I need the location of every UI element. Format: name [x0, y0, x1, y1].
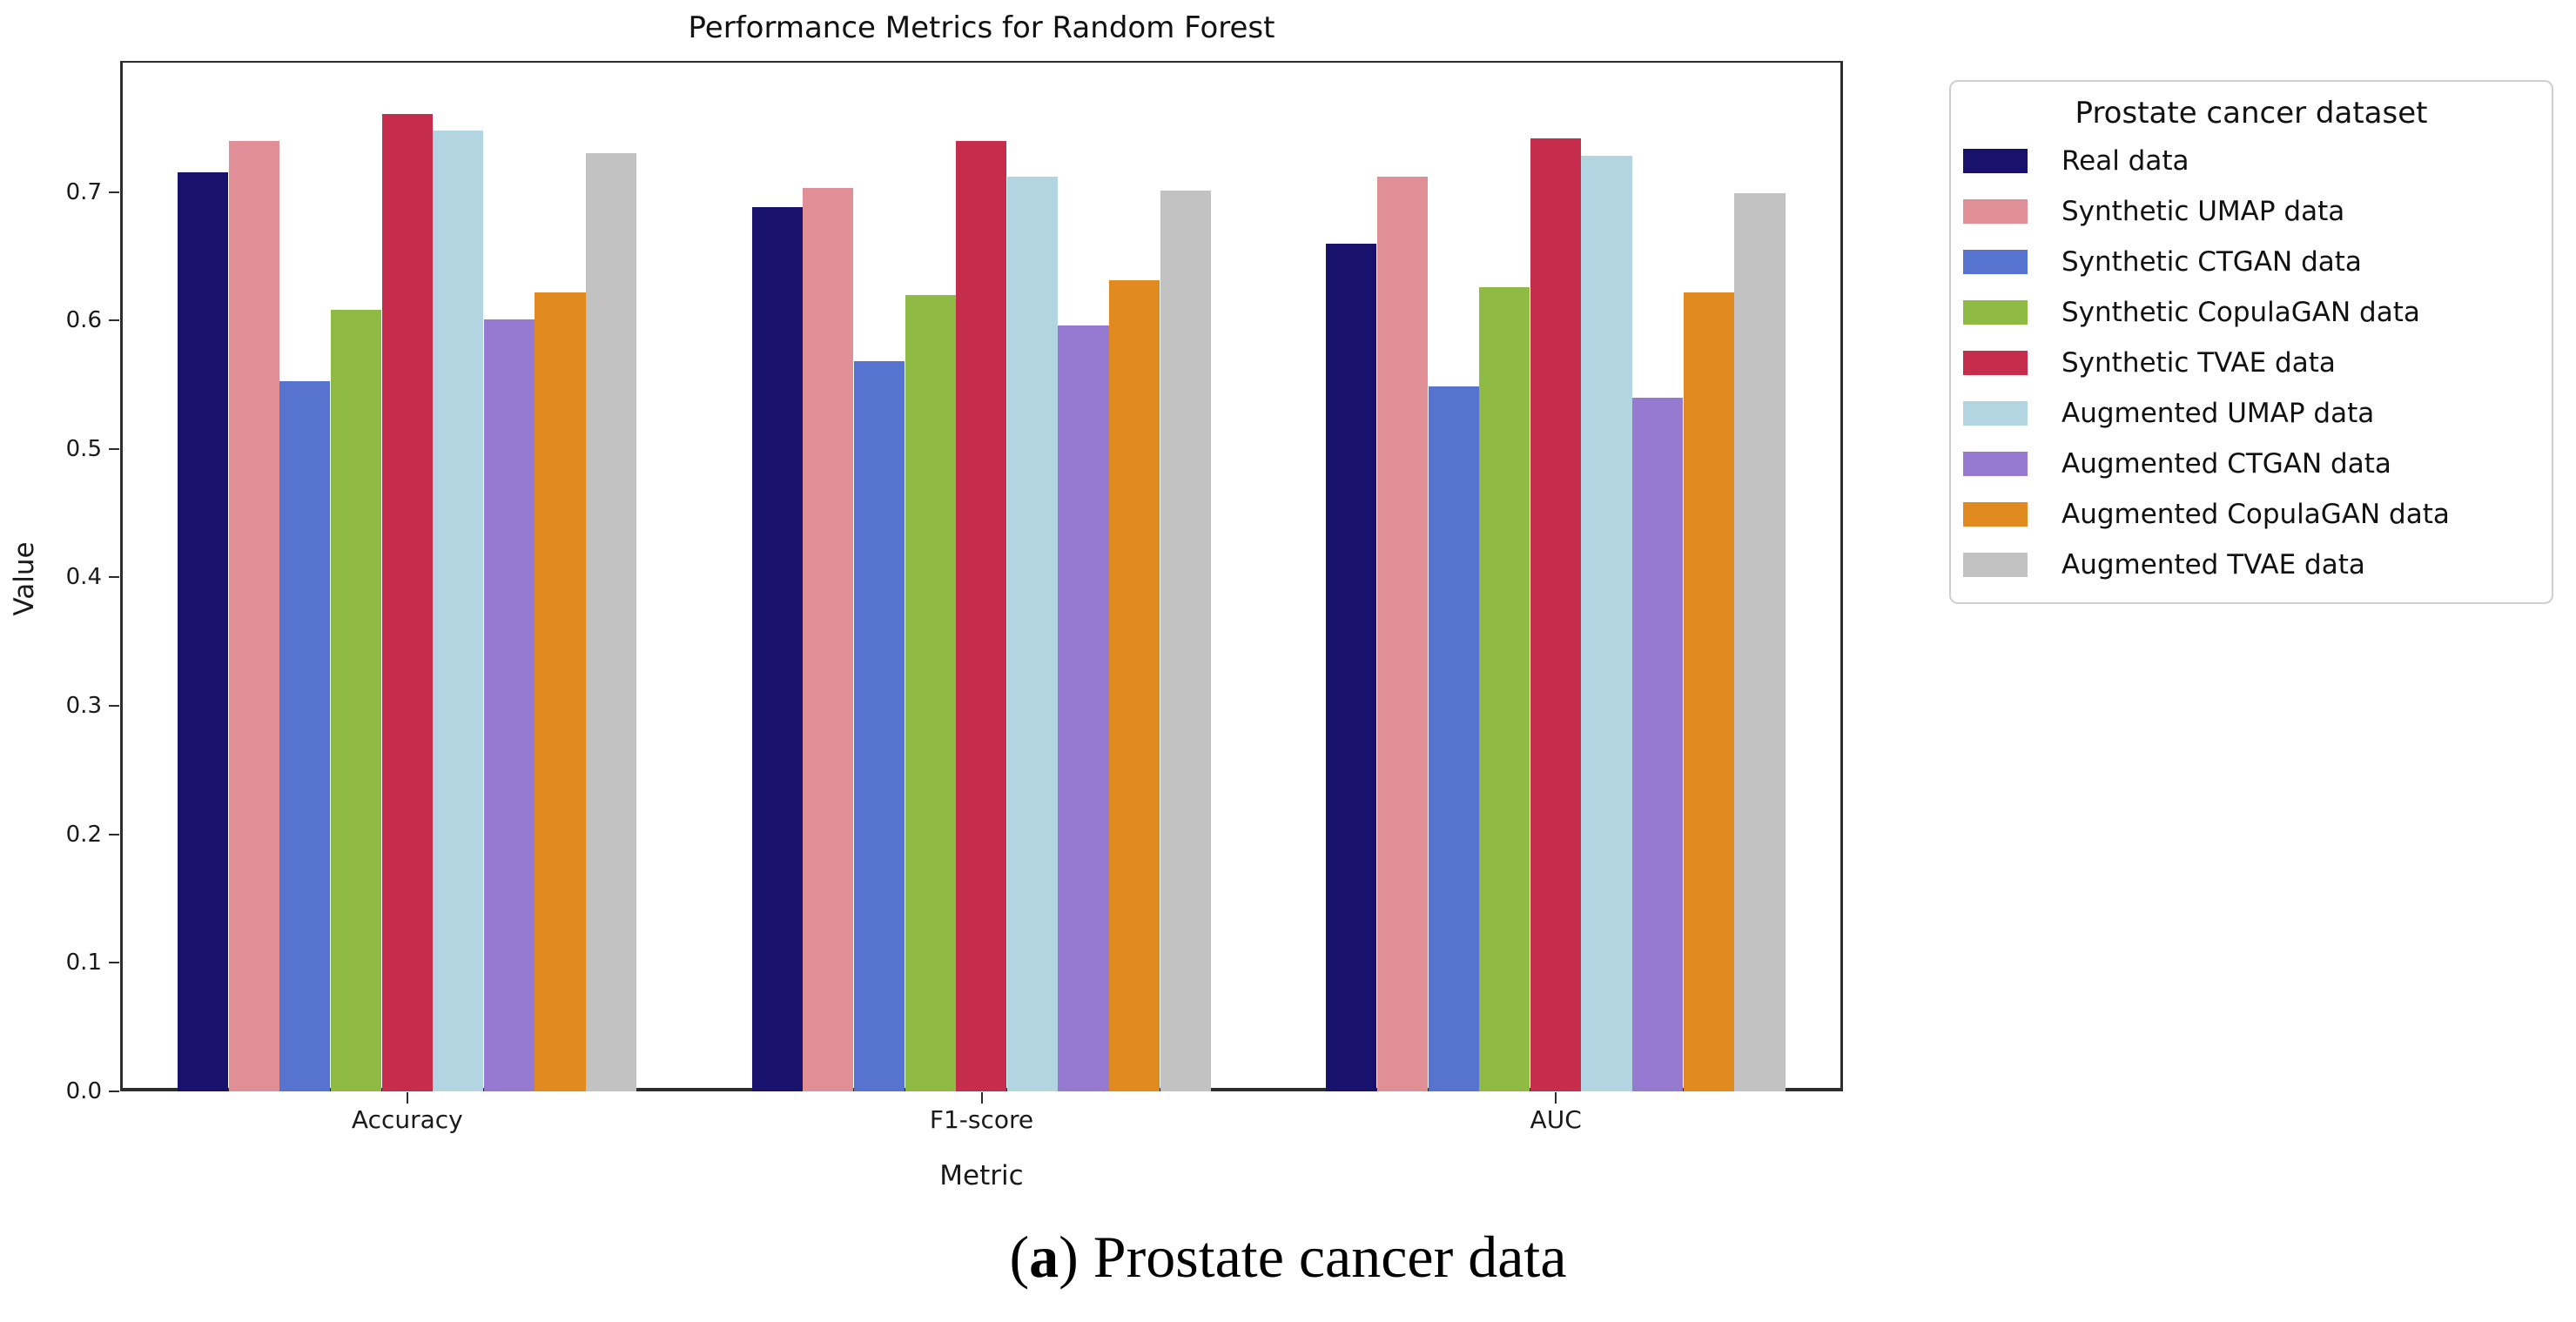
y-tick — [109, 447, 119, 450]
bar-augmented-ctgan-data-accuracy — [483, 319, 535, 1091]
bar-augmented-umap-data-f1-score — [1006, 176, 1058, 1091]
legend-item-synthetic-tvae-data: Synthetic TVAE data — [1951, 338, 2552, 388]
bar-augmented-tvae-data-accuracy — [586, 153, 637, 1091]
caption-marker: a — [1029, 1224, 1059, 1290]
bar-augmented-umap-data-auc — [1581, 156, 1632, 1091]
bar-augmented-ctgan-data-auc — [1632, 397, 1684, 1091]
legend-swatch — [1963, 452, 2028, 476]
legend-swatch — [1963, 553, 2028, 577]
bar-synthetic-umap-data-auc — [1376, 176, 1429, 1091]
bar-real-data-f1-score — [751, 207, 803, 1091]
legend-label: Synthetic CopulaGAN data — [2061, 297, 2420, 328]
bar-augmented-ctgan-data-f1-score — [1058, 325, 1109, 1091]
legend-label: Synthetic TVAE data — [2061, 347, 2336, 379]
y-tick-label: 0.2 — [65, 821, 102, 848]
legend-label: Synthetic UMAP data — [2061, 196, 2345, 227]
bar-augmented-copulagan-data-accuracy — [535, 292, 586, 1091]
legend-items: Real data Synthetic UMAP data Synthetic CT… — [1951, 136, 2552, 590]
legend-label: Augmented TVAE data — [2061, 549, 2365, 580]
x-tick-label: F1-score — [929, 1105, 1034, 1134]
caption-open-paren: ( — [1009, 1224, 1030, 1290]
legend-item-synthetic-ctgan-data: Synthetic CTGAN data — [1951, 237, 2552, 287]
legend-swatch — [1963, 351, 2028, 375]
legend-swatch — [1963, 149, 2028, 173]
bar-synthetic-tvae-data-auc — [1530, 138, 1581, 1091]
figure-caption: (a) Prostate cancer data — [0, 1220, 2576, 1293]
y-tick-label: 0.1 — [65, 950, 102, 976]
y-tick-label: 0.0 — [65, 1078, 102, 1104]
y-tick-label: 0.7 — [65, 178, 102, 205]
legend-label: Synthetic CTGAN data — [2061, 246, 2362, 278]
bar-augmented-tvae-data-f1-score — [1160, 191, 1211, 1091]
bar-synthetic-ctgan-data-auc — [1428, 386, 1479, 1091]
bar-synthetic-copulagan-data-auc — [1479, 286, 1530, 1091]
y-tick — [109, 319, 119, 322]
legend-label: Augmented CopulaGAN data — [2061, 499, 2450, 530]
bar-augmented-tvae-data-auc — [1734, 193, 1786, 1091]
bar-augmented-copulagan-data-f1-score — [1109, 280, 1160, 1091]
y-tick-label: 0.3 — [65, 693, 102, 720]
legend-item-augmented-tvae-data: Augmented TVAE data — [1951, 540, 2552, 590]
x-tick — [1555, 1092, 1557, 1104]
legend-item-synthetic-umap-data: Synthetic UMAP data — [1951, 186, 2552, 237]
legend-item-synthetic-copulagan-data: Synthetic CopulaGAN data — [1951, 287, 2552, 338]
x-tick — [980, 1092, 983, 1104]
y-tick — [109, 191, 119, 193]
bar-synthetic-ctgan-data-accuracy — [279, 380, 331, 1091]
y-tick — [109, 576, 119, 579]
legend-item-augmented-umap-data: Augmented UMAP data — [1951, 388, 2552, 439]
y-tick-label: 0.5 — [65, 435, 102, 462]
y-tick — [109, 962, 119, 964]
legend-swatch — [1963, 300, 2028, 325]
legend-item-augmented-ctgan-data: Augmented CTGAN data — [1951, 439, 2552, 489]
bar-augmented-umap-data-accuracy — [433, 130, 484, 1091]
bar-synthetic-tvae-data-f1-score — [956, 140, 1007, 1091]
y-tick — [109, 1090, 119, 1092]
bar-augmented-copulagan-data-auc — [1683, 292, 1734, 1091]
chart-title: Performance Metrics for Random Forest — [688, 10, 1275, 45]
bar-synthetic-umap-data-f1-score — [803, 188, 854, 1091]
bar-real-data-accuracy — [177, 172, 229, 1091]
caption-text: Prostate cancer data — [1093, 1224, 1567, 1290]
bar-synthetic-tvae-data-accuracy — [381, 113, 433, 1091]
x-tick-label: Accuracy — [351, 1105, 463, 1134]
legend-swatch — [1963, 199, 2028, 224]
legend-item-real-data: Real data — [1951, 136, 2552, 186]
legend-label: Augmented UMAP data — [2061, 398, 2375, 429]
bar-real-data-auc — [1326, 243, 1377, 1091]
caption-close-paren: ) — [1059, 1224, 1093, 1290]
legend-label: Augmented CTGAN data — [2061, 448, 2391, 480]
x-tick-label: AUC — [1530, 1105, 1582, 1134]
legend: Prostate cancer dataset Real data Synthet… — [1949, 80, 2553, 604]
y-tick — [109, 833, 119, 835]
bar-synthetic-copulagan-data-accuracy — [330, 310, 381, 1091]
bar-synthetic-ctgan-data-f1-score — [853, 361, 905, 1091]
legend-item-augmented-copulagan-data: Augmented CopulaGAN data — [1951, 489, 2552, 540]
y-tick — [109, 705, 119, 708]
legend-label: Real data — [2061, 145, 2189, 177]
x-tick — [406, 1092, 408, 1104]
x-axis-label: Metric — [939, 1160, 1024, 1191]
y-tick-label: 0.4 — [65, 564, 102, 591]
legend-swatch — [1963, 401, 2028, 426]
bar-synthetic-copulagan-data-f1-score — [905, 294, 956, 1091]
legend-swatch — [1963, 502, 2028, 527]
legend-swatch — [1963, 250, 2028, 274]
y-tick-label: 0.6 — [65, 307, 102, 334]
bar-synthetic-umap-data-accuracy — [228, 140, 279, 1091]
legend-title: Prostate cancer dataset — [2075, 96, 2428, 131]
